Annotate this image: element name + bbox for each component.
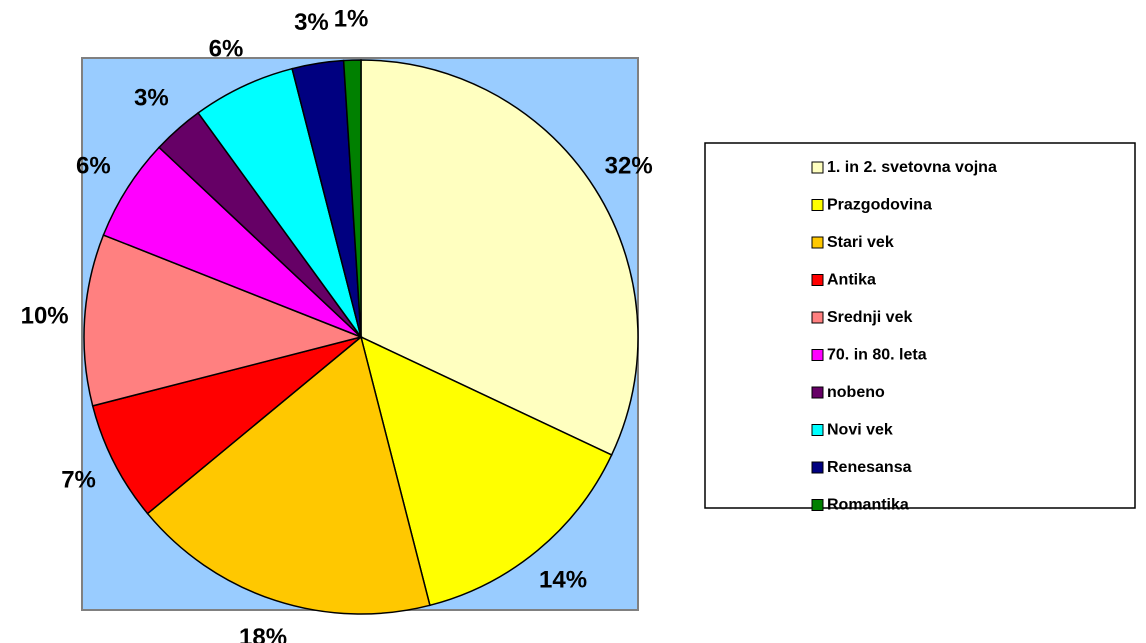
pie-slice [146, 335, 431, 615]
legend-swatch [811, 349, 824, 361]
legend-label: Stari vek [827, 234, 894, 251]
legend-box [704, 142, 1136, 509]
legend-label: Srednji vek [827, 309, 912, 326]
legend-swatch [811, 386, 824, 399]
pie-slice [83, 234, 364, 407]
legend-label: 1. in 2. svetovna vojna [827, 159, 997, 176]
pie-slice [360, 59, 639, 456]
data-label: 6% [209, 36, 244, 63]
legend-swatch [811, 161, 824, 174]
legend-swatch [811, 499, 824, 511]
legend-swatch [811, 424, 824, 436]
pie-slice [359, 335, 613, 607]
data-label: 32% [605, 152, 653, 179]
legend-label: Prazgodovina [827, 197, 932, 214]
data-label: 1% [334, 6, 369, 33]
legend-swatch [811, 199, 824, 211]
legend-label: Antika [827, 272, 876, 289]
legend-label: 70. in 80. leta [827, 347, 927, 364]
legend-label: Renesansa [827, 459, 912, 476]
legend-label: nobeno [827, 384, 885, 401]
legend-swatch [811, 311, 824, 324]
data-label: 3% [134, 85, 169, 112]
legend-label: Romantika [827, 497, 909, 514]
data-label: 6% [76, 152, 111, 179]
data-label: 7% [61, 466, 96, 493]
pie-slice [342, 59, 362, 338]
data-label: 14% [539, 567, 587, 594]
legend-label: Novi vek [827, 422, 893, 439]
data-label: 10% [21, 302, 69, 329]
pie-slice [91, 336, 362, 515]
legend-swatch [811, 274, 824, 286]
data-label: 3% [294, 9, 329, 36]
legend-swatch [811, 461, 824, 474]
legend-swatch [811, 236, 824, 249]
data-label: 18% [239, 624, 287, 643]
